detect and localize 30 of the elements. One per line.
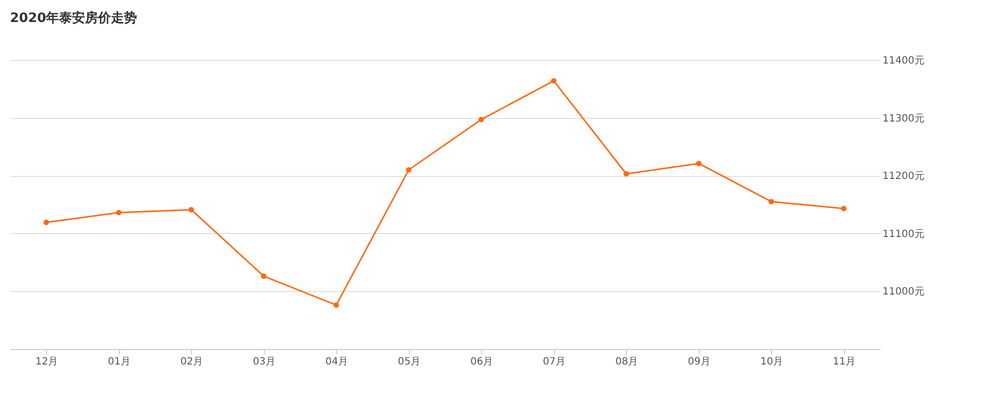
x-tick-label: 05月 <box>398 356 421 368</box>
point <box>334 302 339 308</box>
point <box>188 206 194 212</box>
y-tick-label: 11200元 <box>882 171 924 182</box>
y-tick-label: 11400元 <box>882 56 924 66</box>
x-tick-label: 09月 <box>688 356 711 368</box>
point <box>116 210 122 216</box>
y-tick-label: 11100元 <box>882 228 924 240</box>
x-tick-label: 12月 <box>35 356 58 368</box>
point <box>406 167 412 173</box>
point <box>478 116 484 122</box>
x-tick-label: 06月 <box>470 356 494 368</box>
point <box>261 273 266 279</box>
x-tick-label: 02月 <box>180 356 204 368</box>
point <box>841 206 846 212</box>
chart-title: 2020年泰安房价走势 <box>10 10 138 26</box>
x-tick-label: 01月 <box>108 356 131 368</box>
y-tick-label: 11300元 <box>882 113 924 124</box>
x-tick-label: 07月 <box>542 356 566 368</box>
point <box>768 198 774 204</box>
point <box>44 220 49 226</box>
x-tick-label: 04月 <box>325 356 348 368</box>
x-tick-label: 08月 <box>615 356 638 368</box>
x-tick-label: 03月 <box>252 356 276 368</box>
x-tick-label: 10月 <box>760 356 784 368</box>
point <box>551 78 556 84</box>
x-tick-label: 11月 <box>832 356 856 368</box>
point <box>624 171 629 177</box>
point <box>696 160 702 166</box>
y-tick-label: 11000元 <box>882 286 924 298</box>
